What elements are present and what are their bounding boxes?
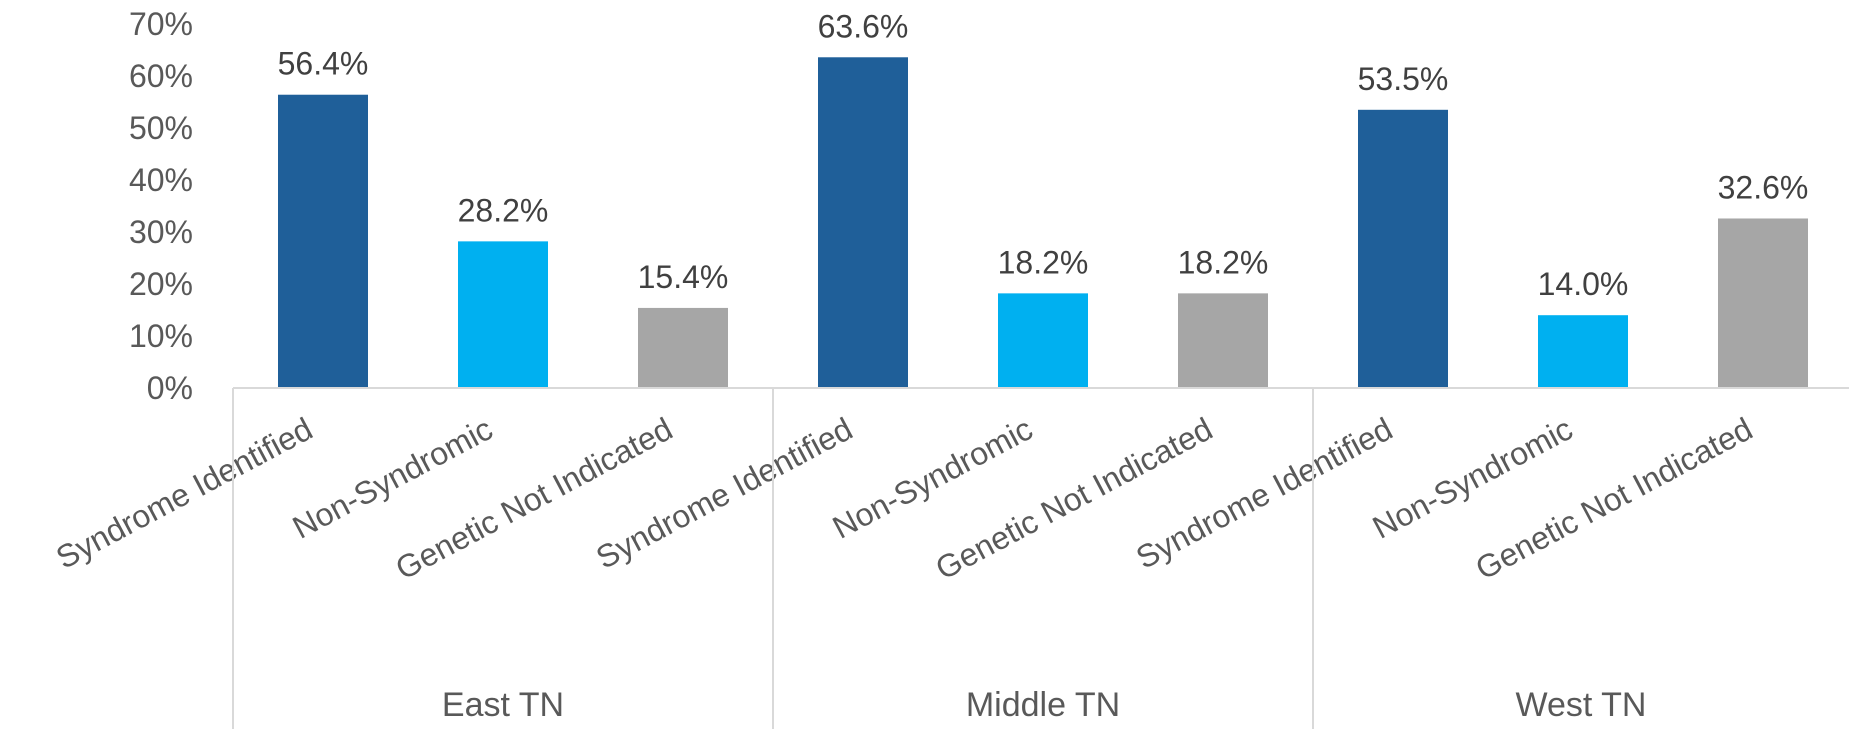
data-label: 56.4% [278,46,369,82]
bar [1718,218,1808,388]
bar [278,94,368,388]
y-tick-label: 60% [129,58,193,94]
bar [1538,315,1628,388]
y-tick-label: 0% [147,370,193,406]
data-label: 18.2% [998,244,1089,280]
y-tick-label: 10% [129,318,193,354]
y-tick-label: 70% [129,6,193,42]
data-label: 32.6% [1718,169,1809,205]
group-label: East TN [442,686,564,724]
bar [998,293,1088,388]
group-label: West TN [1516,686,1647,724]
y-tick-label: 20% [129,266,193,302]
bar [458,241,548,388]
group-label: Middle TN [966,686,1120,724]
bar [1178,293,1268,388]
bar [1358,109,1448,389]
data-label: 53.5% [1358,61,1449,97]
y-tick-label: 40% [129,162,193,198]
data-label: 18.2% [1178,244,1269,280]
data-label: 15.4% [638,259,729,295]
bar [638,307,728,388]
data-label: 28.2% [458,192,549,228]
y-tick-label: 50% [129,110,193,146]
data-label: 14.0% [1538,266,1629,302]
bar [818,57,908,388]
data-label: 63.6% [818,8,909,44]
y-tick-label: 30% [129,214,193,250]
category-label: Syndrome Identified [50,410,318,575]
